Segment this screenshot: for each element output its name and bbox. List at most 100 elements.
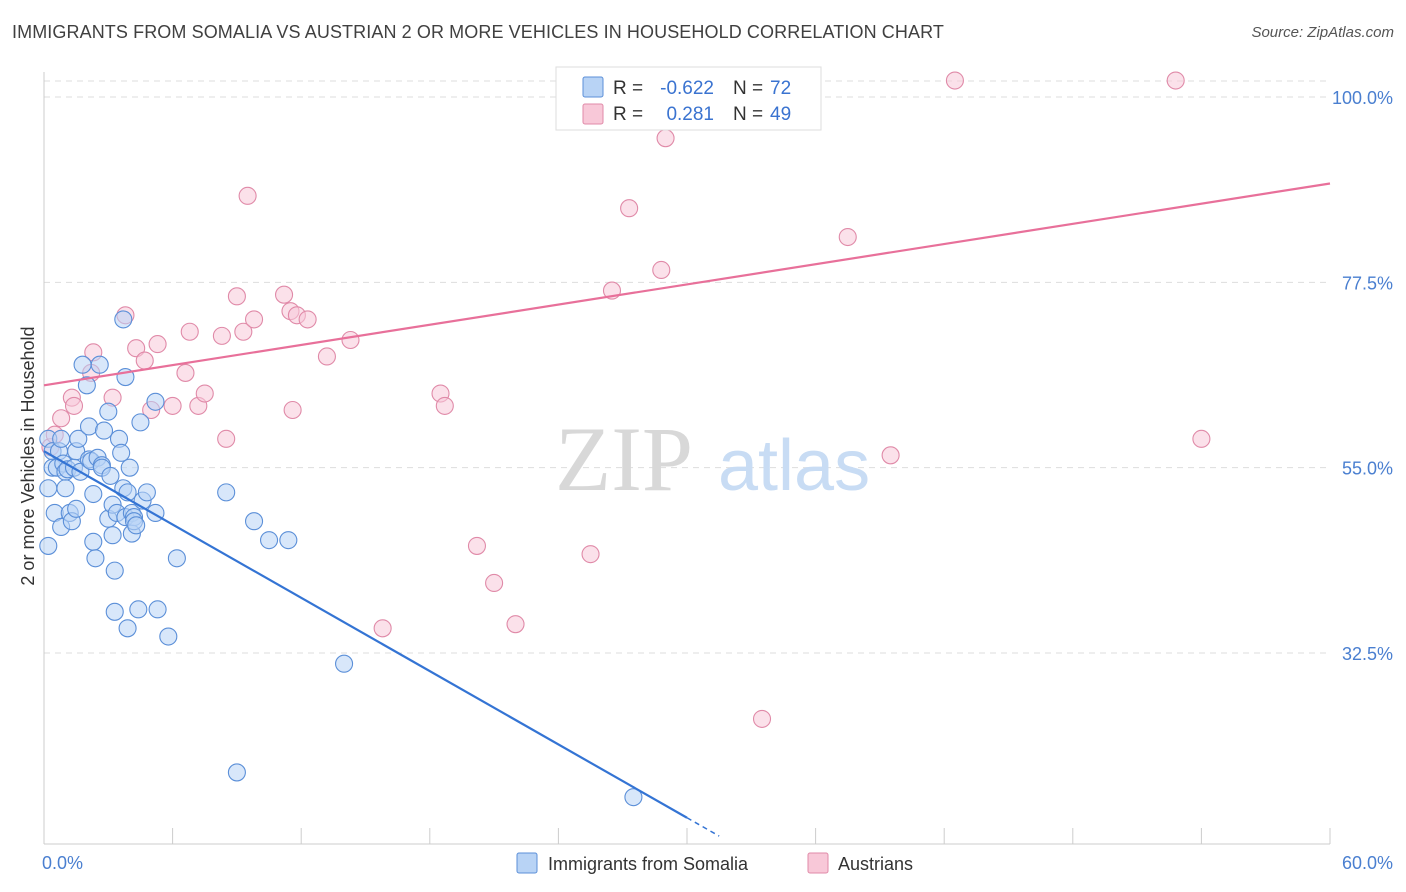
somalia-point: [105, 561, 124, 580]
austrians-point: [234, 322, 253, 341]
austrians-point: [467, 536, 487, 555]
x-axis-ticks: [43, 828, 1331, 844]
somalia-point: [84, 532, 103, 551]
somalia-trend-line: [43, 450, 688, 819]
y-axis-tick-labels: 32.5% 55.0% 77.5% 100.0%: [1332, 88, 1393, 664]
austrians-point: [373, 619, 392, 638]
austrians-point: [317, 347, 336, 366]
somalia-point: [159, 627, 178, 646]
austrians-point: [1166, 71, 1185, 90]
series-somalia-points: [39, 310, 643, 807]
source-label: Source: ZipAtlas.com: [1251, 24, 1394, 41]
austrians-point: [180, 322, 199, 341]
somalia-point: [279, 531, 298, 550]
somalia-point: [84, 484, 103, 504]
y-tick-label: 77.5%: [1342, 273, 1393, 293]
somalia-point: [146, 392, 165, 411]
austrians-point: [838, 227, 857, 247]
y-axis-title: 2 or more Vehicles in Household: [18, 326, 38, 585]
austrians-point: [620, 199, 639, 218]
austrians-point: [212, 326, 231, 345]
austrians-point: [752, 709, 772, 728]
legend-r-label-1: R =: [613, 78, 643, 99]
somalia-point: [90, 355, 109, 374]
austrians-point: [298, 310, 317, 329]
somalia-point: [120, 458, 139, 477]
austrians-point: [52, 409, 71, 428]
austrians-point: [581, 545, 600, 564]
legend-r-value-2: 0.281: [666, 104, 714, 125]
austrians-point: [656, 129, 675, 148]
x-tick-label-min: 0.0%: [42, 853, 83, 873]
somalia-point: [39, 479, 58, 498]
somalia-trend-extension: [686, 817, 720, 837]
bottom-legend-label-somalia: Immigrants from Somalia: [548, 854, 749, 874]
somalia-point: [101, 466, 120, 485]
somalia-point: [624, 788, 643, 807]
x-axis-tick-labels: 0.0% 60.0%: [42, 853, 1393, 873]
austrians-point: [135, 351, 154, 370]
legend-n-label-1: N =: [733, 78, 763, 99]
chart-title: IMMIGRANTS FROM SOMALIA VS AUSTRIAN 2 OR…: [12, 22, 944, 42]
legend-swatch-somalia: [582, 76, 604, 98]
austrians-point: [217, 429, 236, 448]
somalia-point: [137, 483, 156, 502]
trend-lines: [43, 182, 1331, 837]
bottom-legend-swatch-austrians: [807, 852, 829, 874]
austrians-point: [1192, 429, 1211, 448]
austrians-point: [283, 400, 302, 420]
austrians-point: [148, 335, 167, 354]
y-tick-label: 55.0%: [1342, 459, 1393, 479]
somalia-point: [167, 549, 186, 568]
legend-r-label-2: R =: [613, 104, 643, 125]
somalia-point: [39, 536, 58, 555]
austrians-point: [227, 287, 246, 306]
somalia-point: [94, 421, 114, 440]
somalia-point: [79, 417, 99, 436]
somalia-point: [99, 402, 118, 421]
legend-n-value-1: 72: [770, 78, 791, 99]
somalia-point: [52, 429, 71, 448]
austrians-point: [176, 363, 195, 382]
austrians-point: [652, 260, 671, 280]
austrians-point: [64, 396, 84, 415]
somalia-point: [244, 512, 264, 531]
austrians-point: [244, 310, 264, 329]
austrians-point: [881, 446, 900, 465]
somalia-point: [112, 443, 131, 462]
legend-n-value-2: 49: [770, 104, 791, 125]
somalia-point: [56, 479, 75, 498]
legend-swatch-austrians: [582, 103, 604, 125]
somalia-point: [86, 549, 105, 568]
somalia-point: [335, 654, 354, 673]
bottom-legend-label-austrians: Austrians: [838, 854, 913, 874]
somalia-point: [77, 376, 96, 395]
watermark: ZIP atlas: [555, 408, 870, 510]
legend-r-value-1: -0.622: [660, 78, 714, 99]
somalia-point: [148, 600, 167, 619]
somalia-point: [118, 619, 137, 638]
austrians-point: [275, 285, 294, 304]
austrians-point: [341, 330, 360, 350]
austrians-point: [238, 186, 257, 205]
somalia-point: [73, 355, 92, 374]
austrians-point: [945, 71, 964, 90]
x-tick-label-max: 60.0%: [1342, 853, 1393, 873]
somalia-point: [131, 413, 150, 432]
somalia-point: [114, 310, 133, 329]
watermark-atlas: atlas: [718, 426, 870, 506]
somalia-point: [259, 531, 279, 550]
stats-legend: R = -0.622 N = 72 R = 0.281 N = 49: [555, 66, 822, 131]
somalia-point: [127, 516, 146, 535]
austrians-point: [485, 573, 504, 593]
series-austrians-points: [41, 71, 1211, 728]
y-tick-label: 32.5%: [1342, 644, 1393, 664]
austrians-point: [163, 396, 182, 415]
austrians-point: [435, 396, 454, 415]
legend-n-label-2: N =: [733, 104, 763, 125]
gridlines: [44, 80, 1330, 654]
bottom-legend-swatch-somalia: [516, 852, 538, 874]
watermark-zip: ZIP: [555, 408, 693, 510]
y-tick-label: 100.0%: [1332, 88, 1393, 108]
